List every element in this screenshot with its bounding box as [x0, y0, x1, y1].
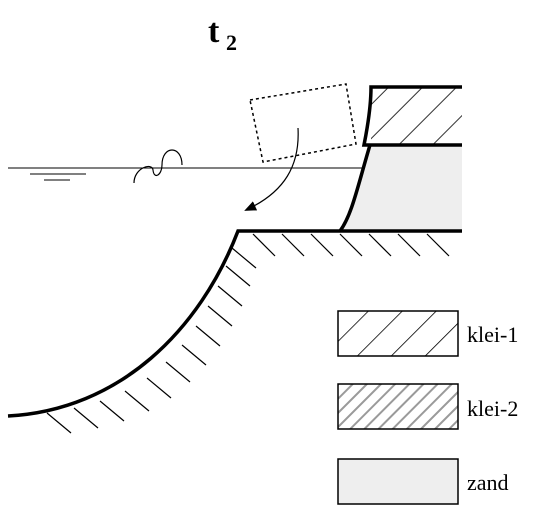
- legend-swatch-klei-2: [337, 383, 459, 430]
- diagram-title: t 2: [208, 13, 237, 55]
- falling-slab-arrow: [244, 127, 299, 211]
- sand-scarp-line: [338, 144, 372, 233]
- legend-item-zand: zand: [337, 458, 509, 505]
- clay-layer-top: [371, 87, 462, 145]
- eroded-slab-outline: [249, 83, 357, 163]
- legend-label-klei-1: klei-1: [467, 322, 518, 347]
- ground-profile: [7, 229, 462, 418]
- title-main: t: [208, 13, 220, 50]
- title-subscript: 2: [226, 30, 237, 55]
- legend-label-zand: zand: [467, 470, 509, 495]
- sand-layer: [340, 145, 462, 231]
- clay-layer-top-outline: [361, 85, 462, 147]
- legend-item-klei-1: klei-1: [337, 310, 518, 357]
- ground-hatching-berm: [252, 233, 450, 257]
- wave-icon: [133, 149, 183, 184]
- water-level: [8, 167, 372, 181]
- legend-swatch-klei-1: [337, 310, 459, 357]
- legend-item-klei-2: klei-2: [337, 383, 518, 430]
- legend-swatch-zand: [337, 458, 459, 505]
- legend: klei-1 klei-2 zand: [337, 310, 518, 505]
- ground-hatching-slope: [46, 247, 257, 434]
- legend-label-klei-2: klei-2: [467, 396, 518, 421]
